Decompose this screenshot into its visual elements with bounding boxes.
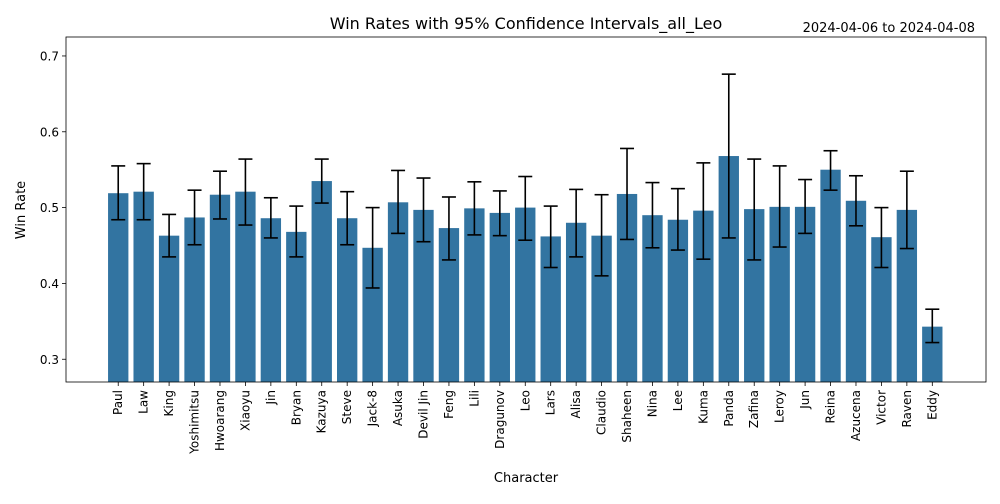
x-tick-label: Hwoarang (213, 390, 227, 451)
bar-dragunov (489, 212, 510, 382)
x-tick-label: Nina (645, 390, 659, 417)
bar-reina (820, 169, 841, 382)
x-tick-label: Leo (518, 390, 532, 411)
y-tick-label: 0.6 (40, 125, 59, 139)
bar-bryan (286, 231, 307, 382)
bar-lee (667, 219, 689, 382)
x-tick-label: Kazuya (315, 390, 329, 433)
bar-leroy (769, 206, 790, 382)
bar-asuka (387, 202, 409, 382)
x-tick-label: Paul (111, 390, 125, 415)
bar-jin (260, 218, 282, 382)
bar-steve (337, 218, 358, 382)
x-tick-label: Jun (798, 390, 812, 410)
x-tick-label: Raven (900, 390, 914, 428)
bar-claudio (591, 235, 612, 382)
ticks-group: Paul Law King Yoshimitsu Hwoarang Xiaoyu Jin Br… (40, 49, 939, 454)
x-tick-label: Yoshimitsu (188, 390, 202, 455)
bar-alisa (565, 222, 587, 382)
bar-kuma (693, 210, 714, 382)
bar-jack-8 (362, 247, 383, 382)
bar-eddy (922, 326, 943, 382)
bar-azucena (845, 200, 867, 382)
x-tick-label: Eddy (925, 390, 939, 420)
bar-law (133, 191, 154, 382)
x-tick-label: Devil Jin (417, 390, 431, 439)
bar-devil-jin (413, 209, 434, 382)
axes-group (65, 36, 987, 383)
bar-hwoarang (209, 194, 231, 382)
x-tick-label: Victor (874, 390, 888, 425)
bar-paul (108, 193, 129, 382)
bar-nina (642, 215, 663, 382)
x-tick-label: Kuma (696, 390, 710, 424)
x-tick-label: Reina (824, 390, 838, 423)
x-tick-label: Law (137, 390, 151, 414)
x-tick-label: Feng (442, 390, 456, 419)
bar-feng (438, 228, 460, 382)
chart-subtitle: 2024-04-06 to 2024-04-08 (803, 21, 975, 36)
x-axis-label: Character (494, 471, 559, 486)
x-tick-label: Zafina (747, 390, 761, 428)
y-axis-label: Win Rate (14, 181, 29, 239)
x-tick-label: Lee (671, 390, 685, 411)
y-tick-label: 0.7 (40, 49, 59, 63)
x-tick-label: Alisa (569, 390, 583, 418)
x-tick-label: Lars (544, 390, 558, 415)
error-bars-group (111, 73, 940, 344)
x-tick-label: Dragunov (493, 390, 507, 449)
bar-raven (896, 209, 918, 382)
x-tick-label: Steve (340, 390, 354, 424)
bar-zafina (744, 209, 765, 382)
x-tick-label: Xiaoyu (238, 390, 252, 431)
bar-king (158, 235, 180, 382)
bar-shaheen (616, 193, 638, 382)
bar-xiaoyu (235, 191, 256, 382)
bar-panda (718, 156, 739, 382)
x-tick-label: Leroy (773, 390, 787, 423)
plot-frame (65, 36, 987, 383)
x-tick-label: Asuka (391, 390, 405, 426)
x-tick-label: Azucena (849, 390, 863, 441)
bar-lili (464, 208, 485, 382)
bars-group (108, 156, 943, 382)
bar-leo (515, 207, 536, 382)
bar-yoshimitsu (184, 217, 205, 382)
x-tick-label: Jin (264, 390, 278, 405)
bar-victor (871, 237, 892, 382)
bar-kazuya (311, 181, 332, 382)
y-tick-label: 0.5 (40, 201, 59, 215)
x-tick-label: Lili (467, 390, 481, 407)
bar-lars (540, 236, 561, 382)
bar-jun (794, 206, 816, 382)
x-tick-label: Bryan (289, 390, 303, 425)
x-tick-label: King (162, 390, 176, 416)
y-tick-label: 0.3 (40, 353, 59, 367)
y-tick-label: 0.4 (40, 277, 59, 291)
x-tick-label: Panda (722, 390, 736, 427)
x-tick-label: Shaheen (620, 390, 634, 443)
x-tick-label: Jack-8 (366, 390, 380, 427)
chart-title: Win Rates with 95% Confidence Intervals_… (330, 14, 723, 34)
x-tick-label: Claudio (595, 390, 609, 435)
